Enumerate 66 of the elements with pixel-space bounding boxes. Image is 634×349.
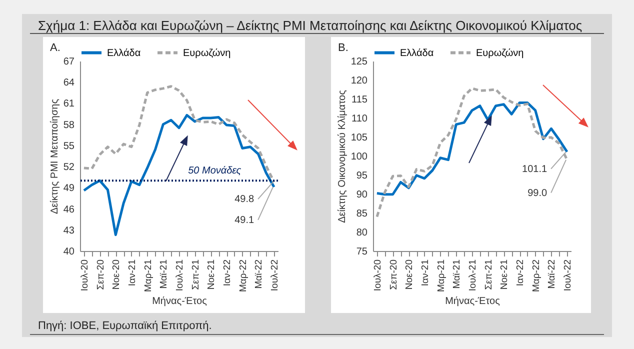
x-tick-label: Ιουλ-20 bbox=[79, 260, 90, 292]
x-tick-label: Μαϊ-22 bbox=[546, 260, 558, 289]
x-axis-title: Μήνας-Έτος bbox=[152, 296, 208, 308]
x-tick-label: Μαϊ-22 bbox=[254, 260, 265, 289]
x-tick-label: Σεπ-20 bbox=[95, 260, 106, 290]
y-tick-label: 85 bbox=[356, 208, 368, 220]
x-tick-label: Ιουλ-21 bbox=[174, 260, 186, 292]
line-series bbox=[82, 114, 276, 236]
y-tick-label: 100 bbox=[350, 152, 368, 162]
legend-label: Ελλάδα bbox=[107, 48, 141, 59]
text: Πηγή: ΙΟΒΕ, Ευρωπαϊκή Επιτροπή. bbox=[38, 320, 212, 332]
y-axis-title: Δείκτης Οικονομικού Κλίματος bbox=[336, 90, 348, 223]
x-tick-label: Σεπ-21 bbox=[190, 260, 202, 290]
y-tick-label: 80 bbox=[356, 228, 368, 238]
x-tick-label: Ιουλ-22 bbox=[562, 260, 574, 292]
y-tick-label: 105 bbox=[350, 132, 368, 144]
legend-label: Ελλάδα bbox=[400, 48, 434, 59]
y-tick-label: 67 bbox=[63, 56, 75, 68]
x-tick-label: Ιαν-22 bbox=[515, 260, 526, 286]
y-tick-label: 40 bbox=[63, 246, 75, 258]
y-tick-label: 61 bbox=[63, 98, 75, 110]
x-tick-label: Νοε-21 bbox=[499, 260, 510, 290]
x-tick-label: Μαϊ-21 bbox=[452, 260, 463, 289]
y-tick-label: 58 bbox=[63, 120, 75, 131]
y-tick-label: 125 bbox=[350, 56, 368, 68]
x-tick-label: Μαρ-21 bbox=[142, 260, 154, 292]
x-tick-label: Σεπ-21 bbox=[483, 260, 494, 290]
y-axis-title: Δείκτης PMI Μεταποίησης bbox=[49, 98, 60, 214]
y-tick-label: 49 bbox=[63, 183, 75, 194]
annotation: 49.1 bbox=[234, 214, 254, 226]
x-tick-label: Μαρ-22 bbox=[530, 260, 542, 292]
text: Σχήμα 1: Ελλάδα και Ευρωζώνη – Δείκτης PMI Μεταποίησης και Δείκτης Οικονομικού Κλίματος bbox=[38, 18, 582, 33]
y-tick-label: 64 bbox=[63, 78, 75, 89]
annotation: 101.1 bbox=[522, 164, 548, 175]
x-tick-label: Ιαν-21 bbox=[126, 260, 138, 286]
x-axis-title: Μήνας-Έτος bbox=[445, 296, 500, 308]
y-tick-label: 52 bbox=[63, 162, 75, 174]
legend-label: Ευρωζώνη bbox=[183, 48, 231, 59]
y-tick-label: 46 bbox=[63, 204, 75, 216]
y-tick-label: 120 bbox=[350, 76, 368, 86]
x-tick-label: Σεπ-20 bbox=[388, 260, 400, 290]
x-tick-label: Ιαν-21 bbox=[420, 260, 431, 286]
y-tick-label: 55 bbox=[63, 140, 75, 152]
ref-line-label: 50 Μονάδες bbox=[188, 166, 242, 177]
x-tick-label: Ιουλ-21 bbox=[468, 260, 478, 292]
annotation: 99.0 bbox=[528, 188, 548, 199]
annotation: 49.8 bbox=[234, 194, 254, 206]
y-tick-label: 115 bbox=[352, 94, 368, 106]
line-series bbox=[376, 102, 568, 196]
x-tick-label: Νοε-20 bbox=[404, 260, 416, 290]
x-tick-label: Μαρ-22 bbox=[238, 260, 249, 292]
x-tick-label: Ιαν-22 bbox=[222, 260, 234, 286]
x-tick-label: Νοε-21 bbox=[206, 260, 218, 290]
y-tick-label: 43 bbox=[63, 225, 75, 236]
y-tick-label: 90 bbox=[356, 190, 368, 200]
y-tick-label: 95 bbox=[356, 170, 368, 182]
x-tick-label: Νοε-20 bbox=[111, 260, 122, 290]
x-tick-label: Μαϊ-21 bbox=[158, 260, 170, 289]
y-tick-label: 110 bbox=[352, 114, 368, 124]
x-tick-label: Μαρ-21 bbox=[436, 260, 447, 292]
x-tick-label: Ιουλ-22 bbox=[270, 260, 281, 292]
chart-subtitle: A. bbox=[50, 42, 60, 54]
chart-subtitle: B. bbox=[338, 42, 348, 54]
y-tick-label: 75 bbox=[356, 246, 368, 258]
legend-label: Ευρωζώνη bbox=[476, 48, 524, 59]
x-tick-label: Ιουλ-20 bbox=[372, 260, 384, 292]
